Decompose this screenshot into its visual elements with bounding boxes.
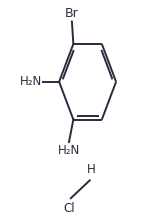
Text: H₂N: H₂N — [58, 144, 80, 157]
Text: H₂N: H₂N — [20, 75, 42, 88]
Text: Cl: Cl — [64, 202, 75, 215]
Text: H: H — [87, 163, 96, 176]
Text: Br: Br — [65, 7, 79, 20]
